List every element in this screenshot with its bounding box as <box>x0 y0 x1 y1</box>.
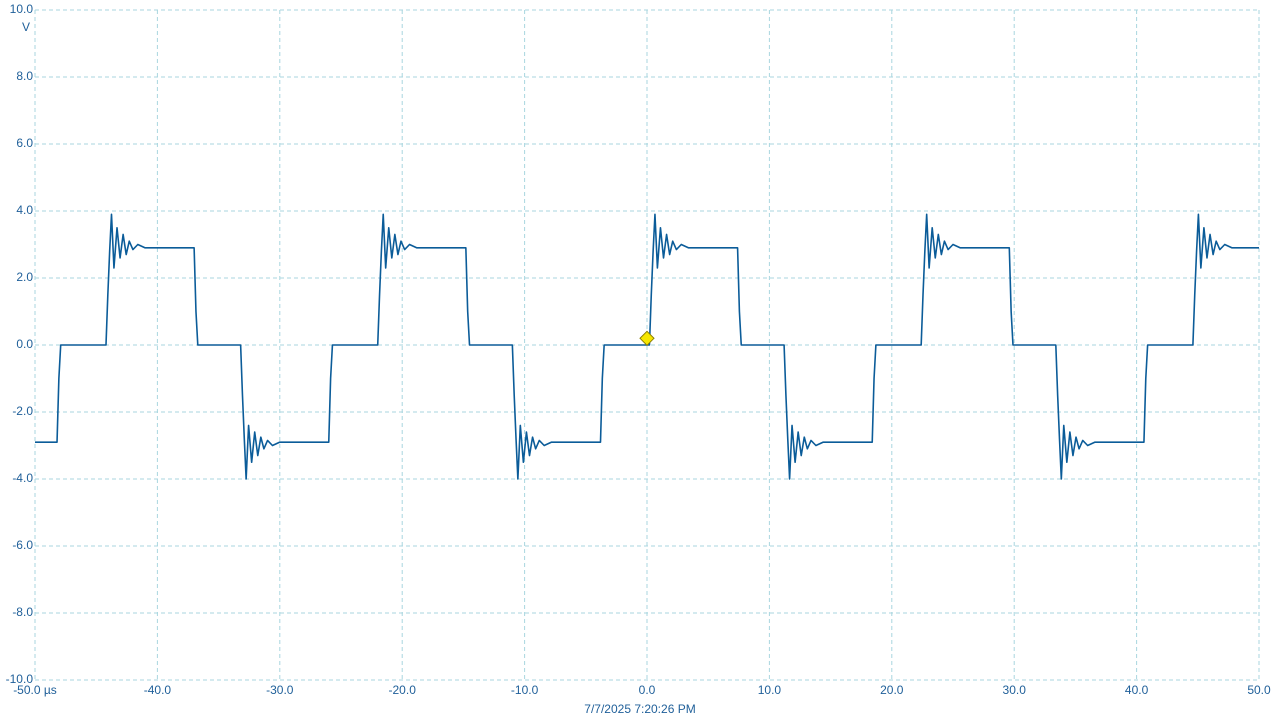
y-unit: V <box>22 20 30 34</box>
x-tick-label: -50.0 µs <box>13 683 57 697</box>
x-tick-label: -30.0 <box>266 683 294 697</box>
y-tick-label: 6.0 <box>16 136 33 150</box>
y-tick-label: 0.0 <box>16 337 33 351</box>
waveform <box>35 213 1259 480</box>
timestamp: 7/7/2025 7:20:26 PM <box>584 702 695 716</box>
x-tick-label: 20.0 <box>880 683 904 697</box>
x-tick-label: -10.0 <box>511 683 539 697</box>
x-tick-label: 50.0 <box>1247 683 1271 697</box>
y-tick-label: -4.0 <box>12 471 33 485</box>
x-tick-label: -20.0 <box>389 683 417 697</box>
y-tick-label: -8.0 <box>12 605 33 619</box>
trigger-marker <box>639 330 655 347</box>
x-tick-label: 0.0 <box>639 683 656 697</box>
y-tick-label: -6.0 <box>12 538 33 552</box>
x-tick-label: 30.0 <box>1003 683 1027 697</box>
x-tick-label: -40.0 <box>144 683 172 697</box>
y-tick-label: 2.0 <box>16 270 33 284</box>
x-tick-label: 40.0 <box>1125 683 1149 697</box>
y-tick-label: 10.0 <box>10 2 34 16</box>
y-tick-label: -2.0 <box>12 404 33 418</box>
y-tick-label: 4.0 <box>16 203 33 217</box>
y-tick-label: 8.0 <box>16 69 33 83</box>
x-tick-label: 10.0 <box>758 683 782 697</box>
y-tick-label: -10.0 <box>6 672 34 686</box>
